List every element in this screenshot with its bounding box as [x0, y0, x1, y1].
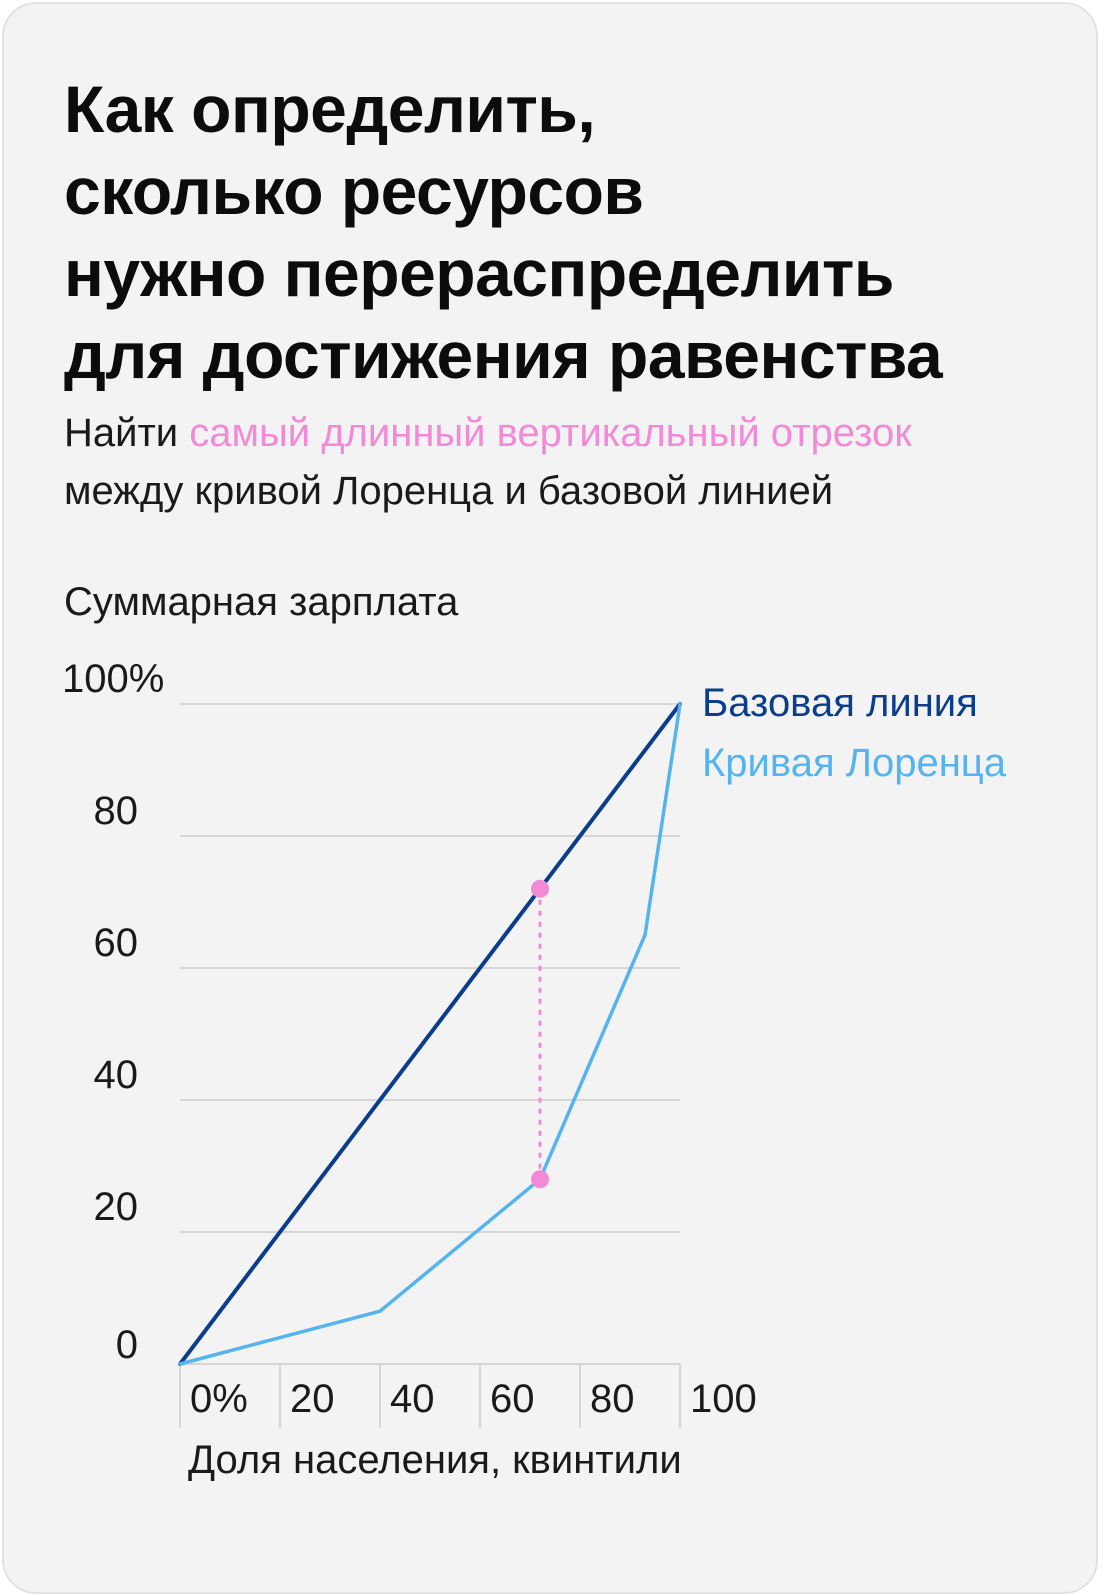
title-line: нужно перераспределить — [64, 236, 894, 310]
y-axis-label: Суммарная зарплата — [64, 580, 459, 624]
y-tick-label: 0 — [116, 1323, 138, 1367]
y-tick-label: 100% — [62, 657, 164, 701]
x-tick-label: 40 — [390, 1377, 435, 1421]
x-tick-label: 20 — [290, 1377, 335, 1421]
x-tick-label: 80 — [590, 1377, 635, 1421]
subtitle: Найти самый длинный вертикальный отрезок… — [64, 404, 1084, 520]
x-tick-label: 100 — [690, 1377, 757, 1421]
y-tick-label: 40 — [94, 1053, 139, 1097]
y-tick-label: 80 — [94, 789, 139, 833]
y-tick-label: 60 — [94, 921, 139, 965]
chart-card: Как определить, сколько ресурсов нужно п… — [2, 2, 1098, 1594]
subtitle-part-1: Найти — [64, 411, 190, 455]
max-gap-point-bottom — [531, 1170, 549, 1189]
x-tick-label: 0% — [190, 1377, 248, 1421]
title-line: сколько ресурсов — [64, 154, 644, 228]
x-tick-label: 60 — [490, 1377, 535, 1421]
subtitle-part-2: между кривой Лоренца и базовой линией — [64, 469, 834, 513]
max-gap-point-top — [531, 879, 549, 898]
x-axis-label: Доля населения, квинтили — [188, 1438, 682, 1482]
title-line: Как определить, — [64, 72, 596, 146]
subtitle-highlight: самый длинный вертикальный отрезок — [189, 411, 912, 455]
title-line: для достижения равенства — [64, 318, 943, 392]
y-tick-label: 20 — [94, 1185, 139, 1229]
page-title: Как определить, сколько ресурсов нужно п… — [64, 68, 1064, 396]
legend-baseline: Базовая линия — [702, 681, 978, 725]
legend-lorenz: Кривая Лоренца — [702, 741, 1007, 785]
baseline-line — [178, 702, 682, 1366]
